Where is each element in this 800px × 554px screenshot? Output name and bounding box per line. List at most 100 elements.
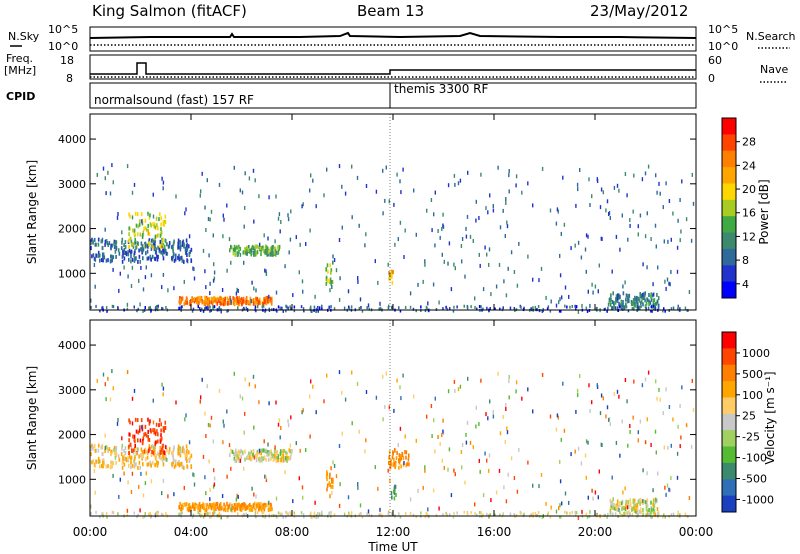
data-cell [189, 455, 192, 460]
data-cell [185, 450, 188, 455]
sparse-cell [379, 507, 381, 512]
sparse-cell [670, 443, 672, 448]
sparse-cell [335, 268, 338, 273]
data-cell [656, 299, 659, 304]
data-cell [390, 462, 392, 467]
sparse-cell [438, 506, 440, 511]
data-cell [113, 241, 115, 246]
ground-cell [150, 515, 152, 519]
sparse-cell [267, 236, 269, 241]
data-cell [150, 247, 153, 251]
data-cell [646, 503, 649, 508]
data-cell [611, 306, 613, 311]
data-cell [128, 232, 130, 237]
sparse-cell [144, 275, 147, 280]
data-cell [250, 248, 252, 253]
data-cell [395, 456, 398, 461]
ground-cell [303, 309, 305, 313]
data-cell [143, 449, 146, 454]
ground-cell [155, 513, 157, 516]
cpid-label: CPID [6, 90, 35, 103]
sparse-cell [434, 449, 436, 454]
data-cell [162, 450, 165, 455]
data-cell [238, 458, 241, 463]
ground-cell [509, 306, 512, 310]
data-cell [181, 242, 184, 247]
sparse-cell [105, 191, 107, 196]
ground-cell [640, 510, 642, 514]
sparse-cell [265, 269, 267, 274]
sparse-cell [403, 255, 405, 259]
sparse-cell [299, 448, 301, 453]
data-cell [238, 296, 240, 301]
sparse-cell [589, 303, 591, 308]
colorbar-segment [722, 348, 736, 366]
ground-cell [348, 512, 351, 516]
data-cell [179, 296, 181, 300]
data-cell [623, 305, 625, 310]
data-cell [227, 508, 229, 513]
data-cell [254, 246, 256, 251]
data-cell [332, 480, 334, 485]
data-cell [105, 258, 108, 263]
sparse-cell [193, 276, 196, 281]
sparse-cell [382, 211, 384, 216]
sparse-cell [478, 458, 480, 463]
sparse-cell [138, 484, 140, 489]
sparse-cell [341, 184, 343, 189]
data-cell [229, 248, 231, 253]
sparse-cell [268, 195, 270, 200]
data-cell [240, 507, 243, 512]
sparse-cell [326, 373, 328, 378]
ground-cell [315, 516, 317, 519]
sparse-cell [351, 370, 353, 375]
sparse-cell [422, 485, 424, 490]
sparse-cell [426, 414, 428, 419]
data-cell [152, 444, 154, 449]
sparse-cell [587, 495, 589, 500]
colorbar-segment [722, 183, 736, 201]
data-cell [628, 512, 631, 517]
data-cell [134, 417, 137, 422]
sparse-cell [589, 409, 591, 413]
data-cell [610, 297, 612, 302]
data-cell [175, 459, 177, 464]
sparse-cell [627, 443, 629, 448]
sparse-cell [691, 378, 693, 383]
sparse-cell [331, 285, 333, 289]
data-cell [329, 279, 331, 284]
ground-cell [277, 511, 280, 515]
sparse-cell [438, 300, 440, 305]
sparse-cell [393, 202, 395, 207]
cpid-mode-1: normalsound (fast) 157 RF [94, 93, 254, 107]
ground-cell [95, 510, 97, 514]
data-cell [166, 251, 169, 256]
sparse-cell [492, 410, 494, 414]
ground-cell [277, 305, 280, 309]
ground-cell [619, 305, 621, 309]
sparse-cell [665, 387, 667, 392]
data-cell [152, 222, 154, 227]
sparse-cell [188, 234, 191, 239]
data-cell [391, 280, 394, 285]
data-cell [152, 245, 155, 250]
ground-cell [111, 510, 114, 514]
data-cell [331, 484, 334, 489]
data-cell [611, 306, 614, 311]
ground-cell [569, 305, 571, 309]
data-cell [328, 278, 330, 283]
data-cell [223, 302, 225, 307]
ground-cell [191, 309, 194, 313]
ground-cell [619, 511, 621, 515]
sparse-cell [165, 457, 167, 462]
data-cell [238, 249, 240, 254]
data-cell [388, 454, 391, 459]
data-cell [244, 457, 246, 462]
ground-cell [191, 515, 194, 519]
data-cell [258, 457, 260, 462]
data-cell [257, 502, 260, 507]
colorbar-segment [722, 118, 736, 135]
sparse-cell [183, 279, 185, 284]
sparse-cell [375, 395, 378, 400]
ground-cell [333, 513, 336, 517]
